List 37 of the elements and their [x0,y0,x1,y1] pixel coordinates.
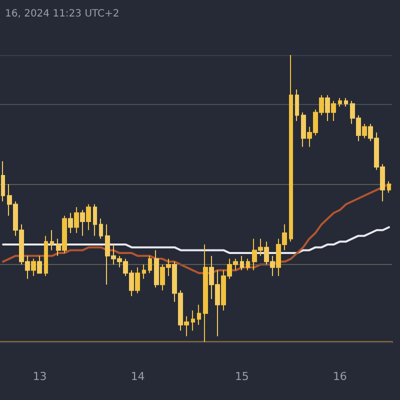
candlestick [86,204,91,231]
x-tick-label: 15 [234,370,249,383]
candlestick [295,88,299,122]
candlestick [325,94,330,122]
candlestick [142,264,146,280]
candlestick [99,218,103,240]
candlestick [80,210,85,236]
candlestick [62,215,67,254]
candlestick [184,316,189,337]
candlestick [148,255,152,274]
candlestick [331,100,336,122]
candlestick [191,310,195,332]
candlestick [240,255,244,271]
candlestick [68,212,73,234]
candlestick [154,250,159,288]
x-tick-label: 13 [32,370,47,383]
candlestick [1,160,5,202]
candlestick [362,123,367,139]
x-tick-label: 16 [332,370,347,383]
candlestick [56,238,61,256]
candlestick [203,244,208,343]
candlestick [31,258,36,277]
candlestick [246,258,250,271]
candlestick [135,266,140,294]
candlestick [74,206,79,234]
candlestick [387,180,391,194]
candlestick [338,98,342,108]
candlestick [44,235,48,277]
candlestick [344,98,348,108]
candlestick [301,112,306,148]
candlestick [50,230,54,251]
chart-title: 16, 2024 11:23 UTC+2 [5,8,120,20]
candlestick [197,304,201,326]
candlestick [289,54,293,242]
candlestick [93,204,97,236]
candlestick [37,255,42,274]
x-tick-label: 14 [130,370,145,383]
